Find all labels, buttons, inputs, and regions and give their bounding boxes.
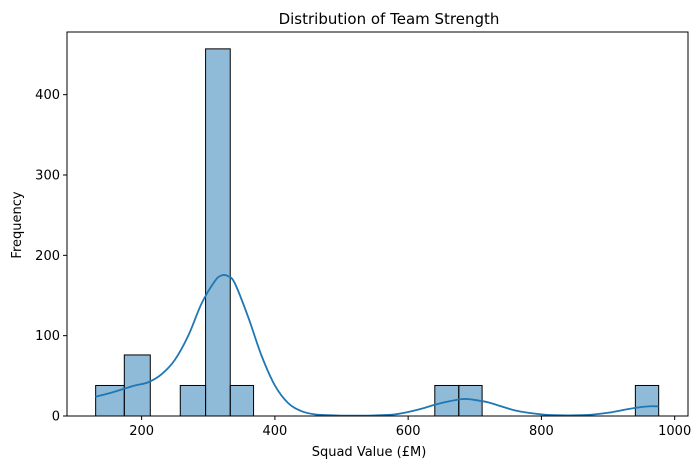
kde-layer — [95, 274, 659, 417]
y-axis-ticks: 0 100 200 300 400 — [35, 88, 67, 425]
kde-line — [95, 274, 659, 417]
histogram-bar — [205, 48, 231, 417]
histogram-bar — [229, 384, 255, 417]
x-tick-label: 1000 — [658, 424, 691, 439]
x-axis-ticks: 200 400 600 800 1000 — [129, 416, 691, 439]
histogram-bar — [179, 384, 207, 417]
histogram-bar — [634, 384, 660, 417]
y-tick-label: 300 — [35, 168, 60, 183]
y-tick-label: 200 — [35, 249, 60, 264]
chart-title: Distribution of Team Strength — [279, 10, 500, 28]
y-tick-label: 100 — [35, 329, 60, 344]
x-tick-label: 400 — [262, 424, 287, 439]
x-axis-label: Squad Value (£M) — [312, 445, 427, 460]
y-axis-label: Frequency — [10, 191, 25, 258]
y-tick-label: 0 — [52, 410, 60, 425]
y-tick-label: 400 — [35, 88, 60, 103]
bars — [95, 48, 660, 417]
x-tick-label: 800 — [529, 424, 554, 439]
x-tick-label: 200 — [129, 424, 154, 439]
plot-frame — [66, 31, 689, 417]
x-tick-label: 600 — [396, 424, 421, 439]
